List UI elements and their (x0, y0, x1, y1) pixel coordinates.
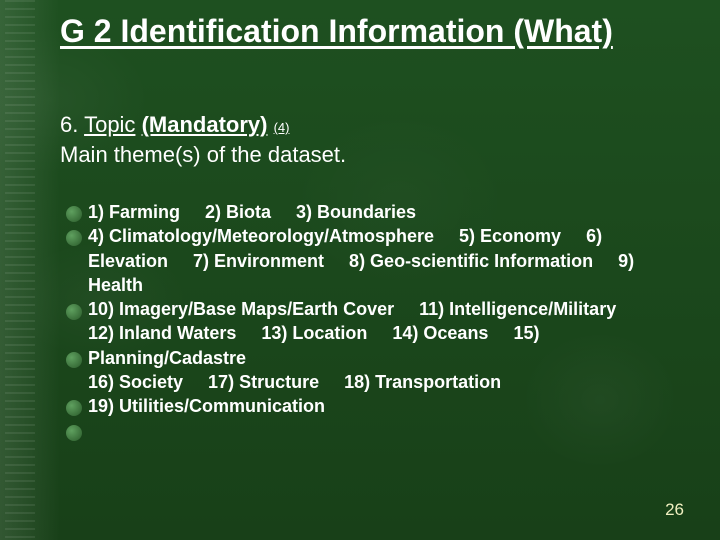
slide-title: G 2 Identification Information (What) (60, 12, 613, 50)
section-subscript: (4) (274, 120, 290, 135)
bullet-icon (66, 206, 82, 222)
bullet-icon (66, 230, 82, 246)
topics-line: 12) Inland Waters 13) Location 14) Ocean… (88, 321, 678, 370)
section-label: Topic (84, 112, 135, 137)
topics-line: 16) Society 17) Structure 18) Transporta… (88, 370, 678, 394)
topics-list: 1) Farming 2) Biota 3) Boundaries 4) Cli… (88, 200, 678, 419)
topics-line: 4) Climatology/Meteorology/Atmosphere 5)… (88, 224, 678, 297)
page-number: 26 (665, 500, 684, 520)
bullet-icon (66, 400, 82, 416)
bullet-icon (66, 304, 82, 320)
bullet-icon (66, 352, 82, 368)
topics-line: 1) Farming 2) Biota 3) Boundaries (88, 200, 678, 224)
bullet-icon (66, 425, 82, 441)
left-decorative-strip (0, 0, 60, 540)
topics-line: 10) Imagery/Base Maps/Earth Cover 11) In… (88, 297, 678, 321)
section-qualifier: (Mandatory) (142, 112, 268, 137)
section-description: Main theme(s) of the dataset. (60, 142, 346, 168)
section-number: 6. (60, 112, 78, 137)
section-header: 6. Topic (Mandatory) (4) (60, 112, 289, 138)
topics-line: 19) Utilities/Communication (88, 394, 678, 418)
